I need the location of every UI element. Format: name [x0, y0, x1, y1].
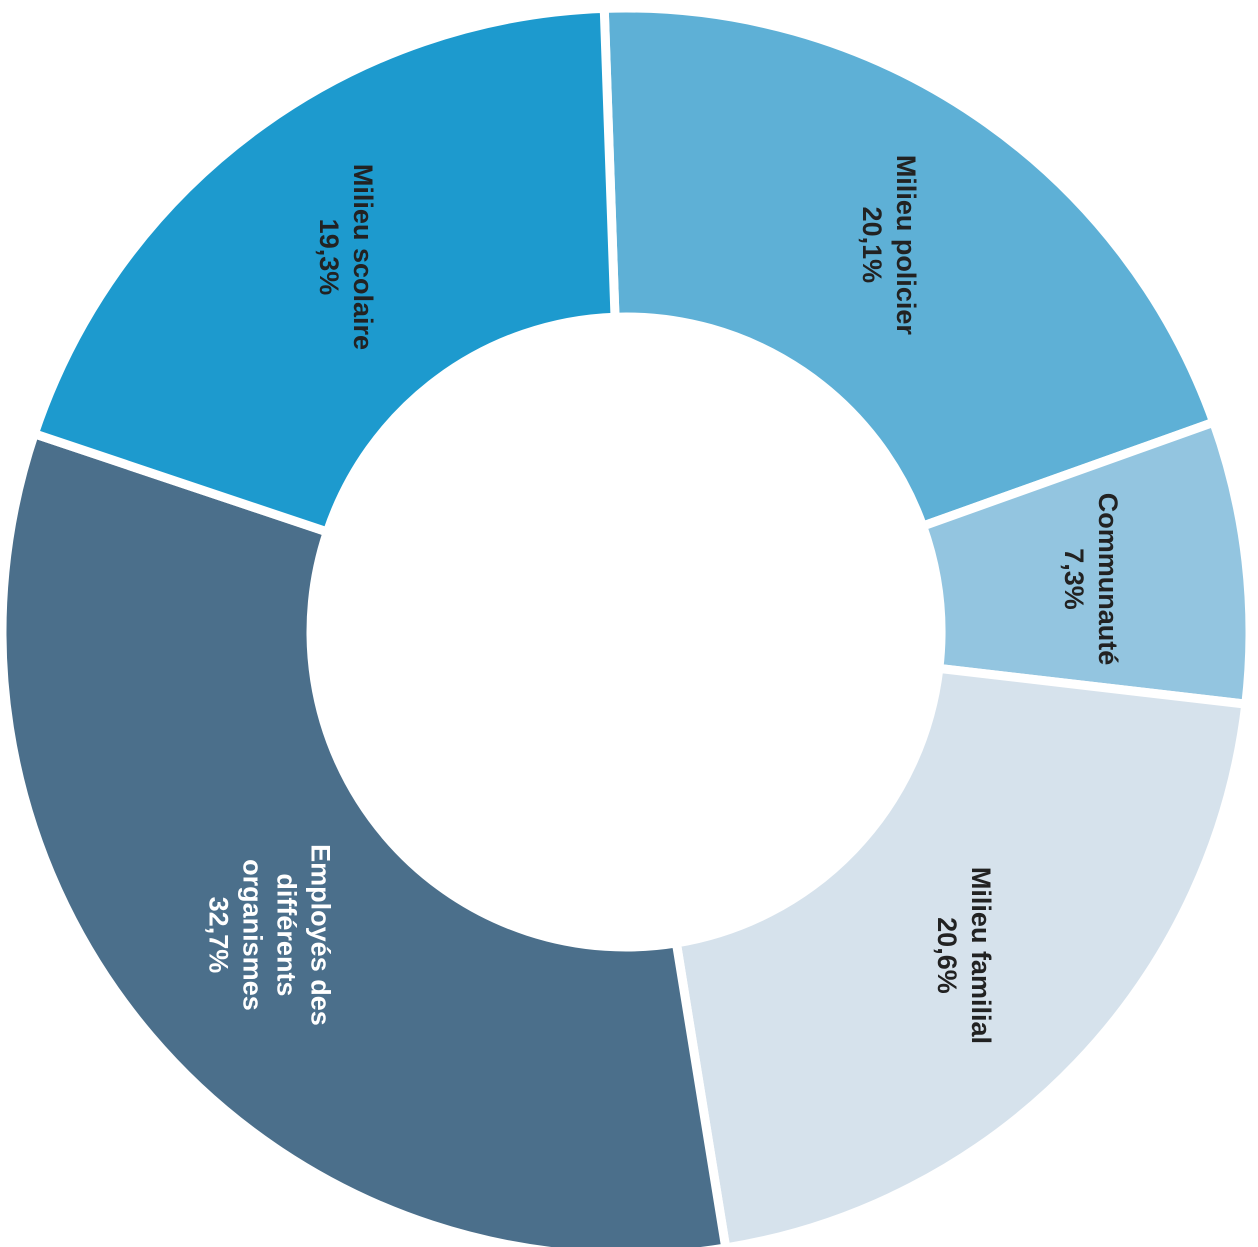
donut-labels: Milieu policier20,1% Communauté7,3% Milieu…	[203, 155, 1123, 1044]
label-line: 20,1%	[857, 207, 887, 284]
label-line: 20,6%	[932, 917, 962, 994]
label-line: 19,3%	[314, 219, 344, 296]
label-line: organismes	[237, 859, 267, 1011]
label-milieu-policier: Milieu policier20,1%	[857, 155, 921, 336]
slice-employes-des	[0, 428, 731, 1247]
slice-milieu-scolaire	[28, 3, 620, 538]
label-line: Communauté	[1093, 493, 1123, 666]
label-line: 32,7%	[203, 897, 233, 974]
label-line: 7,3%	[1059, 548, 1089, 610]
slice-milieu-familial	[671, 663, 1251, 1247]
label-communaute: Communauté7,3%	[1059, 493, 1123, 666]
label-line: Employés des	[305, 844, 335, 1026]
label-line: Milieu scolaire	[348, 164, 378, 350]
donut-slices	[0, 3, 1255, 1247]
slice-milieu-policier	[599, 3, 1220, 532]
label-line: différents	[271, 873, 301, 996]
label-line: Milieu familial	[966, 867, 996, 1044]
label-employes-des: Employés desdifférentsorganismes32,7%	[203, 844, 335, 1026]
label-milieu-familial: Milieu familial20,6%	[932, 867, 996, 1044]
label-milieu-scolaire: Milieu scolaire19,3%	[314, 164, 378, 350]
label-line: Milieu policier	[891, 155, 921, 336]
